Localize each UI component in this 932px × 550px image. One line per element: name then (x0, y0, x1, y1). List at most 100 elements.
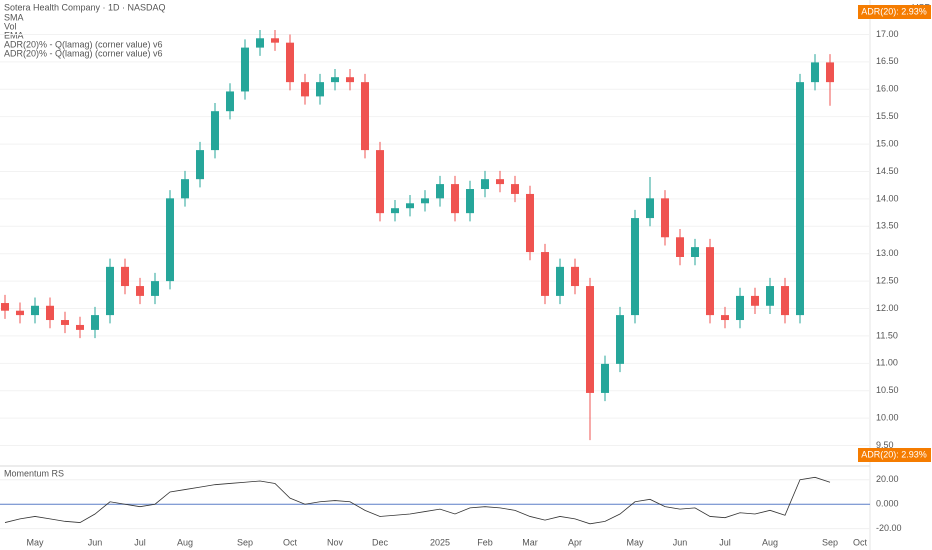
x-tick-label: Aug (762, 537, 778, 547)
candle-body (526, 193, 534, 253)
x-tick-label: 2025 (430, 537, 450, 547)
candle-body (271, 38, 279, 43)
candle-body (751, 295, 759, 306)
x-tick-label: Dec (372, 537, 389, 547)
y-tick-label: 12.50 (876, 275, 899, 285)
candle-body (676, 237, 684, 257)
candle-body (406, 203, 414, 209)
candle-body (601, 363, 609, 393)
legend-line: ADR(20)% - Q(lamag) (corner value) v6 (4, 48, 163, 58)
candle-body (46, 305, 54, 321)
candle-body (511, 184, 519, 194)
y-tick-label: 11.50 (876, 330, 898, 340)
candle-body (661, 198, 669, 238)
candle-body (181, 179, 189, 199)
candle-body (316, 82, 324, 97)
y-tick-label: 14.50 (876, 166, 899, 176)
badge (858, 448, 931, 462)
candle-body (496, 179, 504, 185)
candle-body (811, 62, 819, 83)
candle-body (376, 150, 384, 214)
candle-body (361, 82, 369, 151)
badge (858, 5, 931, 19)
candle-body (391, 208, 399, 214)
legend-line: Vol (4, 21, 17, 31)
candle-body (31, 305, 39, 316)
y-tick-label: 9.50 (876, 440, 894, 450)
candle-body (631, 218, 639, 316)
candle-body (121, 266, 129, 287)
indicator-tick-label: 20.00 (876, 474, 899, 484)
y-tick-label: 10.00 (876, 413, 899, 423)
y-tick-label: 17.00 (876, 29, 899, 39)
y-tick-label: 11.00 (876, 358, 898, 368)
candle-body (106, 266, 114, 316)
y-tick-label: 13.00 (876, 248, 899, 258)
y-tick-label: 16.50 (876, 56, 899, 66)
candle-body (436, 184, 444, 199)
candle-body (1, 303, 9, 311)
y-tick-label: 14.00 (876, 193, 899, 203)
x-tick-label: Oct (283, 537, 298, 547)
candle-body (226, 91, 234, 112)
indicator-tick-label: 0.000 (876, 499, 899, 509)
candle-body (556, 266, 564, 296)
candle-body (781, 286, 789, 316)
chart-title: Sotera Health Company · 1D · NASDAQ (4, 2, 166, 12)
candle-body (571, 266, 579, 287)
y-tick-label: 12.00 (876, 303, 899, 313)
y-tick-label: 15.00 (876, 138, 899, 148)
candle-body (256, 38, 264, 48)
x-tick-label: Aug (177, 537, 193, 547)
y-tick-label: 16.00 (876, 84, 899, 94)
indicator-tick-label: -20.00 (876, 523, 902, 533)
x-tick-label: Apr (568, 537, 582, 547)
candle-body (451, 184, 459, 214)
candle-body (826, 62, 834, 83)
candle-body (61, 320, 69, 325)
candle-body (616, 315, 624, 364)
candle-body (736, 295, 744, 321)
candle-body (721, 315, 729, 321)
x-tick-label: May (626, 537, 644, 547)
x-tick-label: Sep (237, 537, 253, 547)
indicator-title: Momentum RS (4, 468, 64, 478)
candle-body (196, 150, 204, 180)
y-tick-label: 13.50 (876, 221, 899, 231)
candle-body (541, 252, 549, 296)
x-tick-label: Sep (822, 537, 838, 547)
x-tick-label: Feb (477, 537, 493, 547)
x-tick-label: Nov (327, 537, 344, 547)
candle-body (346, 77, 354, 83)
candle-body (796, 82, 804, 316)
legend-line: EMA (4, 30, 24, 40)
badge-text: ADR(20): 2.93% (861, 449, 927, 459)
candle-body (286, 42, 294, 83)
candle-body (91, 315, 99, 330)
candle-body (136, 286, 144, 296)
candle-body (16, 310, 24, 316)
candle-body (211, 111, 219, 151)
candle-body (241, 47, 249, 92)
badge-text: ADR(20): 2.93% (861, 6, 927, 16)
x-tick-label: Jun (88, 537, 103, 547)
y-tick-label: 15.50 (876, 111, 899, 121)
candle-body (706, 247, 714, 316)
candle-body (301, 82, 309, 97)
candle-body (151, 281, 159, 296)
candle-body (691, 247, 699, 257)
x-tick-label: May (26, 537, 44, 547)
candle-body (586, 286, 594, 393)
candle-body (331, 77, 339, 83)
candle-body (166, 198, 174, 282)
legend-line: ADR(20)% - Q(lamag) (corner value) v6 (4, 39, 163, 49)
candle-body (76, 324, 84, 330)
candle-body (421, 198, 429, 204)
x-tick-label: Jun (673, 537, 688, 547)
legend-line: SMA (4, 12, 24, 22)
candle-body (766, 286, 774, 306)
y-tick-label: 10.50 (876, 385, 899, 395)
candle-body (481, 179, 489, 190)
